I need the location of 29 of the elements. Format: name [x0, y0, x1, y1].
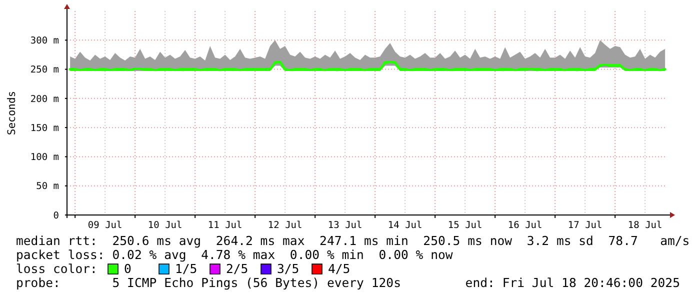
x-tick-label: 17 Jul — [568, 220, 602, 231]
y-tick-label: 300 m — [30, 35, 60, 46]
y-tick-label: 200 m — [30, 94, 60, 105]
y-tick-label: 100 m — [30, 152, 60, 164]
text: packet loss: 0.02 % avg 4.78 % max 0.00 % min 0.00 % now — [16, 248, 454, 262]
legend-label: 4/5 — [328, 262, 350, 276]
x-tick-label: 15 Jul — [448, 220, 482, 231]
x-tick-label: 13 Jul — [328, 220, 362, 231]
y-tick-label: 0 — [53, 210, 60, 222]
text: probe: 5 ICMP Echo Pings (56 Bytes) every 120s — [16, 276, 401, 290]
text: median rtt: 250.6 ms avg 264.2 ms max 247.1 ms min 250.5 ms now 3.2 ms sd 78.7 am/s — [16, 234, 690, 248]
legend-label: 0 — [124, 262, 132, 276]
x-tick-label: 11 Jul — [208, 220, 242, 231]
legend-title: loss color: — [16, 262, 98, 276]
y-tick-label: 250 m — [30, 64, 60, 76]
y-tick-label: 50 m — [36, 181, 60, 192]
x-tick-label: 10 Jul — [148, 220, 182, 231]
x-tick-label: 14 Jul — [388, 220, 422, 231]
legend-label: 1/5 — [175, 262, 198, 276]
x-tick-label: 16 Jul — [508, 220, 542, 231]
line-series — [68, 60, 666, 72]
text: end: Fri Jul 18 20:46:00 2025 — [465, 276, 680, 290]
legend-label: 2/5 — [226, 262, 248, 276]
legend-label: 3/5 — [277, 262, 300, 276]
y-axis-title: Seconds — [6, 90, 18, 136]
y-tick-label: 150 m — [30, 122, 60, 134]
x-tick-label: 09 Jul — [88, 220, 122, 231]
x-tick-label: 18 Jul — [628, 220, 662, 231]
x-tick-label: 12 Jul — [268, 220, 302, 231]
